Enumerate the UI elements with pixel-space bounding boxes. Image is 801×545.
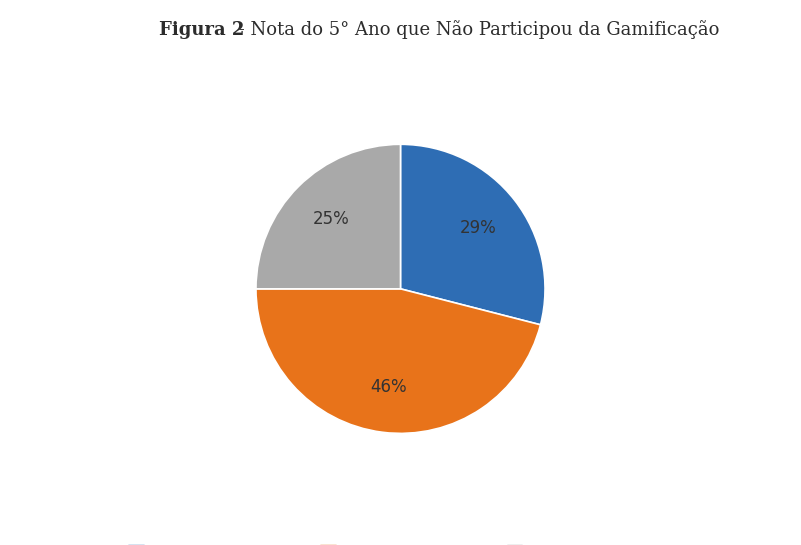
Legend: Notas abaixo de 6, Notas entre 6 e 8, Notas entre 9 e 10: Notas abaixo de 6, Notas entre 6 e 8, No… xyxy=(123,539,678,545)
Wedge shape xyxy=(256,144,400,289)
Text: - Nota do 5° Ano que Não Participou da Gamificação: - Nota do 5° Ano que Não Participou da G… xyxy=(233,21,719,39)
Wedge shape xyxy=(256,289,541,433)
Wedge shape xyxy=(400,144,545,325)
Text: 29%: 29% xyxy=(460,220,497,238)
Text: Figura 2 - Nota do 5° Ano que Não Participou da Gamificação: Figura 2 - Nota do 5° Ano que Não Partic… xyxy=(0,544,1,545)
Text: Figura 2: Figura 2 xyxy=(159,21,245,39)
Text: 46%: 46% xyxy=(370,378,406,396)
Text: 25%: 25% xyxy=(312,210,349,228)
